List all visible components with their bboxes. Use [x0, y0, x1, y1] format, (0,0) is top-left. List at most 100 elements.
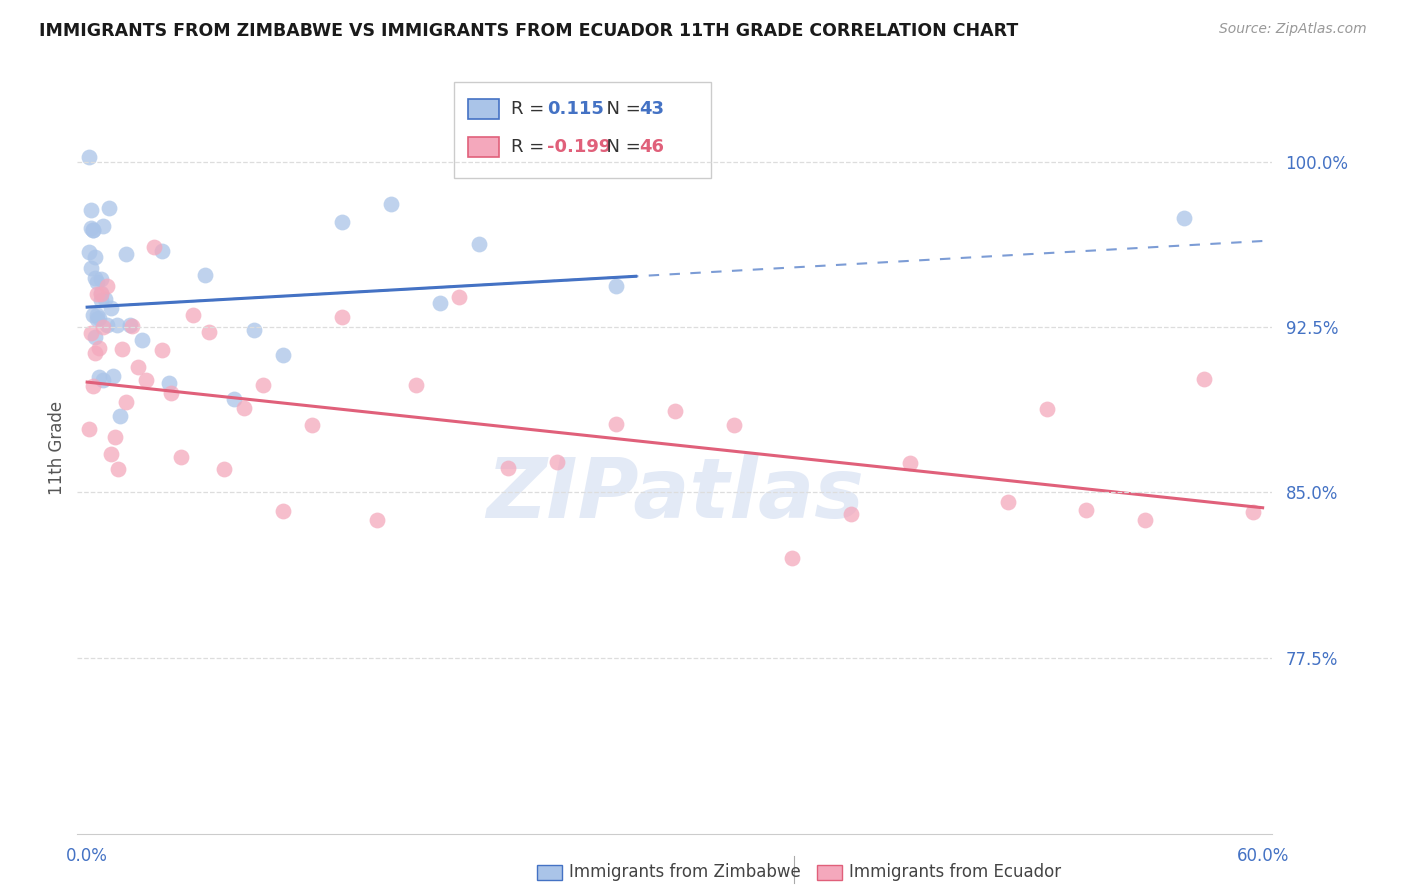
FancyBboxPatch shape [454, 82, 711, 178]
Point [105, 318, 128, 333]
Point [80, 326, 103, 340]
Point [898, 456, 921, 470]
Text: R =: R = [512, 138, 550, 156]
Text: Immigrants from Ecuador: Immigrants from Ecuador [849, 863, 1062, 881]
Text: ZIPatlas: ZIPatlas [486, 454, 863, 535]
Point [115, 395, 138, 409]
Point [82, 308, 104, 322]
Text: Immigrants from Zimbabwe: Immigrants from Zimbabwe [569, 863, 801, 881]
Point [84, 270, 107, 285]
Point [142, 240, 165, 254]
Point [84, 330, 107, 344]
Point [84, 251, 107, 265]
Point [80, 221, 103, 235]
Point [605, 279, 627, 293]
Point [91, 219, 114, 234]
Point [242, 323, 264, 337]
Point [87, 370, 110, 384]
Point [86, 312, 108, 326]
Point [120, 318, 142, 332]
Point [86, 287, 108, 301]
Point [1241, 505, 1264, 519]
Point [86, 308, 108, 322]
Point [252, 378, 274, 392]
Point [782, 550, 804, 565]
Point [1036, 402, 1059, 417]
Point [271, 504, 294, 518]
Point [91, 319, 114, 334]
Point [110, 409, 132, 424]
Point [664, 404, 686, 418]
Point [82, 378, 104, 392]
Point [498, 461, 520, 475]
Point [839, 508, 862, 522]
Point [91, 373, 114, 387]
Point [546, 455, 568, 469]
Point [90, 293, 112, 308]
Point [997, 494, 1019, 508]
Point [87, 311, 110, 326]
Point [181, 308, 204, 322]
Point [150, 343, 173, 357]
Point [103, 430, 125, 444]
Point [170, 450, 193, 465]
Y-axis label: 11th Grade: 11th Grade [48, 401, 66, 495]
Point [135, 373, 157, 387]
Point [1133, 513, 1156, 527]
Point [194, 268, 217, 282]
Point [77, 422, 100, 436]
Point [232, 401, 254, 416]
Point [80, 202, 103, 217]
Point [82, 223, 104, 237]
Point [127, 359, 149, 374]
Point [90, 286, 112, 301]
Point [101, 369, 124, 384]
Point [77, 150, 100, 164]
Point [160, 385, 183, 400]
Point [115, 247, 138, 261]
Point [80, 260, 103, 275]
Point [723, 417, 745, 432]
Point [87, 341, 110, 355]
Point [94, 292, 117, 306]
Text: -0.199: -0.199 [547, 138, 612, 156]
Point [1076, 503, 1098, 517]
Point [96, 318, 118, 332]
Point [330, 215, 353, 229]
Point [301, 417, 323, 432]
FancyBboxPatch shape [468, 99, 499, 119]
Point [77, 245, 100, 260]
Point [82, 222, 104, 236]
Point [96, 279, 118, 293]
Text: N =: N = [595, 100, 647, 118]
Text: 46: 46 [640, 138, 664, 156]
Point [605, 417, 627, 432]
Point [468, 237, 491, 252]
Text: 0.115: 0.115 [547, 100, 605, 118]
Text: IMMIGRANTS FROM ZIMBABWE VS IMMIGRANTS FROM ECUADOR 11TH GRADE CORRELATION CHART: IMMIGRANTS FROM ZIMBABWE VS IMMIGRANTS F… [39, 22, 1018, 40]
Point [121, 319, 143, 334]
Point [197, 325, 219, 339]
Point [380, 197, 402, 211]
Point [90, 272, 112, 286]
Point [107, 462, 129, 476]
Point [1192, 372, 1215, 386]
Point [222, 392, 245, 406]
Point [131, 333, 153, 347]
Point [449, 290, 471, 304]
Point [429, 296, 451, 310]
Point [366, 513, 388, 527]
Text: R =: R = [512, 100, 550, 118]
Point [214, 461, 236, 475]
Point [97, 201, 120, 215]
Point [271, 347, 294, 361]
Point [84, 346, 107, 360]
Point [100, 301, 122, 315]
Point [150, 244, 173, 258]
Point [90, 287, 112, 301]
Point [330, 310, 353, 324]
Point [1173, 211, 1195, 225]
Point [157, 376, 180, 390]
Point [86, 275, 108, 289]
Point [100, 447, 122, 461]
